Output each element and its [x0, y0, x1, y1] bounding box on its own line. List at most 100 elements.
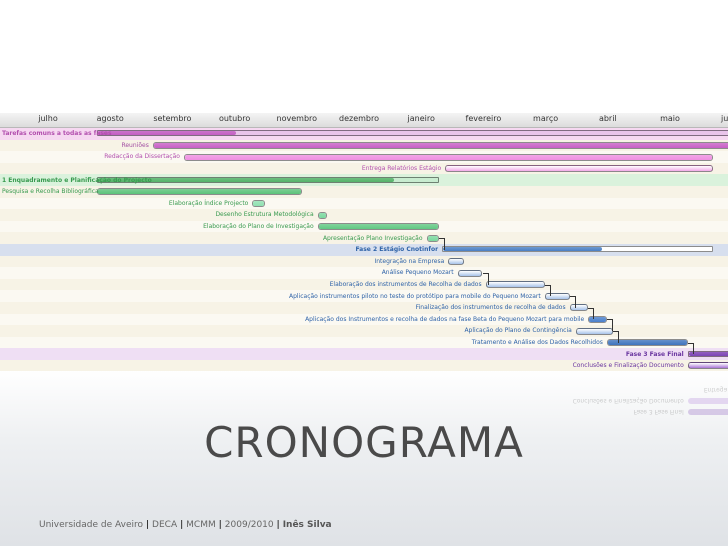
task-progress-fill [688, 351, 728, 356]
gantt-row [0, 302, 728, 314]
gantt-row [0, 325, 728, 337]
month-label: março [533, 114, 559, 123]
task-label: Conclusões e Finalização Documento [572, 362, 684, 370]
dependency-link [569, 296, 575, 298]
dependency-link [443, 238, 445, 250]
reflection-label: Fase 3 Fase Final [633, 408, 684, 415]
task-label: Integração na Empresa [374, 257, 445, 265]
task-label: Elaboração Índice Projecto [168, 199, 249, 207]
task-bar[interactable] [183, 153, 713, 161]
gantt-row [0, 162, 728, 175]
dependency-link [593, 307, 595, 320]
month-label: outubro [218, 114, 251, 123]
task-bar[interactable] [588, 315, 607, 323]
dependency-link [588, 307, 594, 309]
footer-author: Inês Silva [282, 520, 332, 530]
phase-summary-bar[interactable] [96, 130, 728, 137]
gantt-row [0, 336, 728, 349]
month-label: fevereiro [465, 114, 502, 123]
phase-summary-bar[interactable] [687, 350, 728, 357]
dependency-link [487, 273, 489, 285]
month-label: junho [721, 114, 728, 123]
task-label: Tarefas comuns a todas as fases [2, 130, 112, 138]
task-label: Elaboração dos instrumentos de Recolha d… [329, 281, 482, 288]
task-label: Aplicação instrumentos piloto no teste d… [288, 292, 541, 300]
slide-title: CRONOGRAMA [204, 418, 524, 467]
month-label: julho [38, 114, 58, 123]
reflection-label: Conclusões e Finalização Documento [572, 397, 684, 404]
task-progress-fill [97, 177, 394, 182]
footer-department: DECA [152, 520, 178, 530]
task-progress-fill [607, 340, 687, 346]
dependency-link [482, 273, 488, 274]
footer-university: Universidade de Aveiro [39, 520, 143, 530]
task-bar[interactable] [317, 211, 327, 219]
task-bar[interactable] [457, 269, 483, 277]
task-progress-fill [153, 142, 728, 148]
gantt-chart: julho agosto setembro outubro novembro dezemb… [0, 113, 728, 371]
dependency-link [611, 319, 613, 331]
task-bar[interactable] [317, 223, 439, 231]
gantt-row [0, 360, 728, 371]
task-progress-fill [443, 247, 602, 252]
task-progress-fill [589, 316, 606, 322]
task-bar[interactable] [687, 362, 728, 370]
task-label: Redacção da Dissertação [104, 153, 180, 161]
dependency-link [692, 342, 694, 355]
slide-footer: Universidade de Aveiro | DECA | MCMM | 2… [39, 520, 332, 530]
task-progress-fill [253, 200, 264, 206]
month-label: setembro [153, 114, 192, 123]
task-bar[interactable] [96, 188, 303, 196]
gantt-row [0, 255, 728, 268]
task-progress-fill [427, 235, 438, 241]
task-bar[interactable] [445, 165, 713, 173]
task-bar[interactable] [544, 292, 570, 300]
task-bar[interactable] [252, 199, 265, 207]
task-progress-fill [97, 189, 302, 195]
gantt-row [0, 348, 728, 360]
footer-year: 2009/2010 [224, 520, 274, 530]
task-progress-fill [318, 212, 326, 218]
task-bar[interactable] [575, 327, 614, 335]
footer-separator: | [145, 520, 150, 530]
dependency-link [606, 319, 612, 321]
task-progress-fill [318, 224, 438, 230]
reflection-label: Entrega [703, 386, 728, 393]
dependency-link [549, 284, 551, 297]
task-label: Reuniões [121, 141, 149, 149]
task-label: Fase 2 Estágio Cnotinfor [355, 246, 439, 254]
month-label: novembro [276, 114, 318, 123]
gantt-row [0, 209, 728, 221]
task-bar[interactable] [569, 304, 589, 312]
task-label: Aplicação do Plano de Contingência [464, 327, 572, 335]
task-bar[interactable] [426, 234, 439, 242]
dependency-link [618, 331, 620, 343]
dependency-link [687, 342, 693, 344]
task-bar[interactable] [448, 257, 464, 265]
month-label: janeiro [407, 114, 435, 123]
task-label: Pesquisa e Recolha Bibliográfica [2, 188, 99, 196]
footer-separator: | [218, 520, 222, 530]
task-label: Aplicação dos Instrumentos e recolha de … [305, 315, 585, 323]
phase-summary-bar[interactable] [442, 246, 713, 253]
gantt-row [0, 232, 728, 244]
reflection-bar [687, 398, 728, 404]
gantt-row [0, 197, 728, 210]
task-bar[interactable] [152, 141, 728, 149]
task-label: Elaboração do Plano de Investigação [203, 223, 314, 230]
dependency-link [544, 284, 550, 286]
footer-course: MCMM [186, 520, 216, 530]
task-bar[interactable] [606, 339, 688, 347]
task-progress-fill [97, 131, 236, 136]
task-label: Entrega Relatórios Estágio [361, 165, 442, 172]
month-label: abril [598, 114, 617, 123]
gantt-row [0, 313, 728, 326]
task-label: 1 Enquadramento e Planificação do Projec… [2, 176, 152, 184]
gantt-row [0, 278, 728, 291]
task-label: Tratamento e Análise dos Dados Recolhido… [471, 339, 603, 346]
phase-summary-bar[interactable] [96, 176, 439, 183]
month-label: agosto [96, 114, 124, 123]
gantt-row [0, 244, 728, 256]
task-bar[interactable] [485, 281, 545, 289]
footer-separator: | [179, 520, 184, 530]
